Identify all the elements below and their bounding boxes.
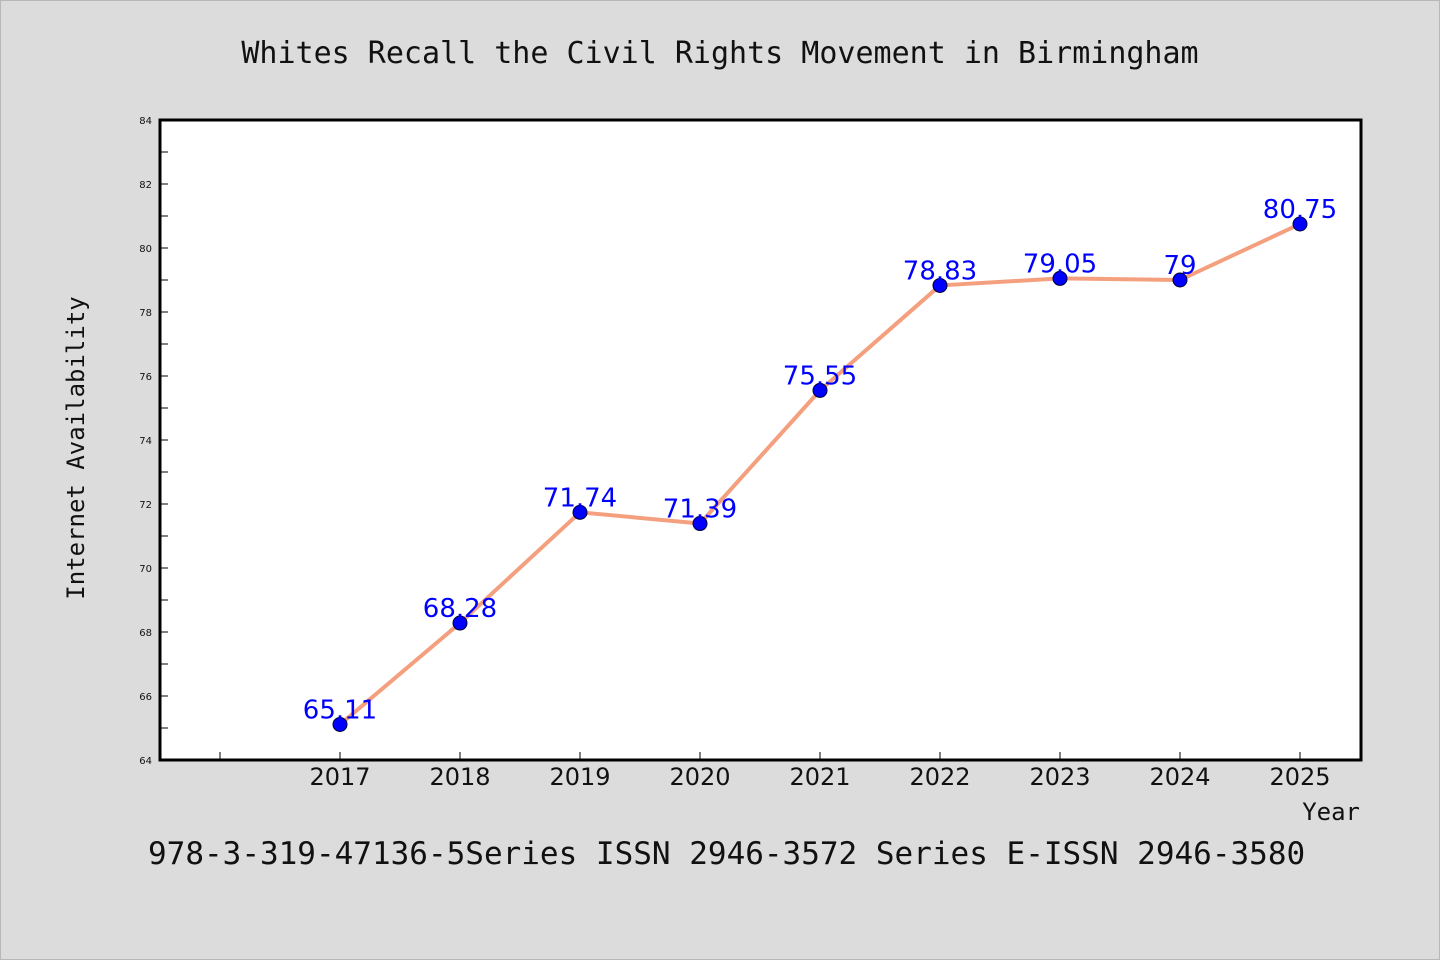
data-point (332, 716, 348, 732)
data-label: 71.39 (663, 495, 737, 525)
x-tick-label: 2017 (309, 763, 370, 791)
plot-area (158, 118, 1363, 762)
x-tick-label: 2021 (789, 763, 850, 791)
x-axis-label: Year (1302, 798, 1360, 826)
x-tick-label: 2025 (1269, 763, 1330, 791)
x-tick-label: 2024 (1149, 763, 1210, 791)
data-label: 71.74 (543, 483, 617, 513)
x-tick-label: 2023 (1029, 763, 1090, 791)
y-tick-label: 66 (139, 692, 152, 703)
chart-title: Whites Recall the Civil Rights Movement … (241, 36, 1198, 71)
data-label: 78.83 (903, 256, 977, 286)
x-tick-label: 2019 (549, 763, 610, 791)
y-axis-label: Internet Availability (62, 296, 90, 599)
data-label: 79 (1163, 251, 1196, 281)
y-tick-label: 74 (139, 436, 152, 447)
y-axis-ticks: 64 66 68 70 72 74 76 78 80 82 84 (139, 116, 168, 767)
x-tick-label: 2022 (909, 763, 970, 791)
y-tick-label: 78 (139, 308, 152, 319)
data-point (452, 615, 468, 631)
footer-text: 978-3-319-47136-5Series ISSN 2946-3572 S… (148, 836, 1305, 872)
data-label: 75.55 (783, 361, 857, 391)
x-tick-label: 2020 (669, 763, 730, 791)
x-axis-ticks: 2017 2018 2019 2020 2021 2022 2023 2024 2025 (219, 752, 1331, 791)
y-tick-label: 68 (139, 628, 152, 639)
data-point (572, 504, 588, 520)
data-label: 79.05 (1023, 249, 1097, 279)
data-point (932, 277, 948, 293)
y-tick-label: 76 (139, 372, 152, 383)
y-tick-label: 64 (139, 756, 152, 767)
series-markers (332, 216, 1308, 732)
data-label: 80.75 (1263, 195, 1337, 225)
y-tick-label: 82 (139, 180, 152, 191)
data-point (1292, 216, 1308, 232)
data-label: 65.11 (303, 695, 377, 725)
x-tick-label: 2018 (429, 763, 490, 791)
y-tick-label: 80 (139, 244, 152, 255)
data-point (692, 516, 708, 532)
data-labels: 65.11 68.28 71.74 71.39 75.55 78.83 79.05 79 80.… (303, 195, 1337, 725)
data-point (812, 382, 828, 398)
data-point (1172, 272, 1188, 288)
data-label: 68.28 (423, 594, 497, 624)
y-tick-label: 70 (139, 564, 152, 575)
data-point (1052, 270, 1068, 286)
y-tick-label: 84 (139, 116, 152, 127)
y-tick-label: 72 (139, 500, 152, 511)
